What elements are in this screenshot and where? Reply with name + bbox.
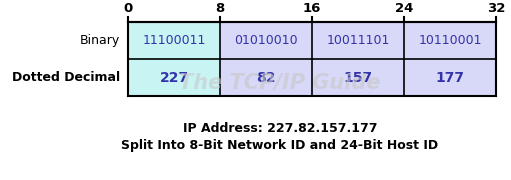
Text: 0: 0 [123, 1, 133, 15]
Text: 157: 157 [343, 71, 373, 84]
Text: 10011101: 10011101 [327, 34, 390, 47]
Text: 16: 16 [303, 1, 321, 15]
Bar [220, 22, 312, 59]
Text: 8: 8 [215, 1, 225, 15]
Text: 10110001: 10110001 [418, 34, 482, 47]
Text: 32: 32 [487, 1, 505, 15]
Text: The TCP/IP Guide: The TCP/IP Guide [179, 73, 381, 93]
Text: 227: 227 [159, 71, 189, 84]
Bar [404, 59, 496, 96]
Text: 01010010: 01010010 [234, 34, 298, 47]
Text: Split Into 8-Bit Network ID and 24-Bit Host ID: Split Into 8-Bit Network ID and 24-Bit H… [122, 138, 438, 152]
Text: Binary: Binary [80, 34, 120, 47]
Text: 24: 24 [395, 1, 413, 15]
Text: 82: 82 [256, 71, 276, 84]
Text: 11100011: 11100011 [142, 34, 206, 47]
Bar [404, 22, 496, 59]
Bar [128, 59, 220, 96]
Bar [312, 59, 404, 96]
Text: 177: 177 [435, 71, 464, 84]
Bar [128, 22, 220, 59]
Bar [220, 59, 312, 96]
Text: Dotted Decimal: Dotted Decimal [12, 71, 120, 84]
Text: IP Address: 227.82.157.177: IP Address: 227.82.157.177 [183, 122, 377, 134]
Bar [312, 22, 404, 59]
